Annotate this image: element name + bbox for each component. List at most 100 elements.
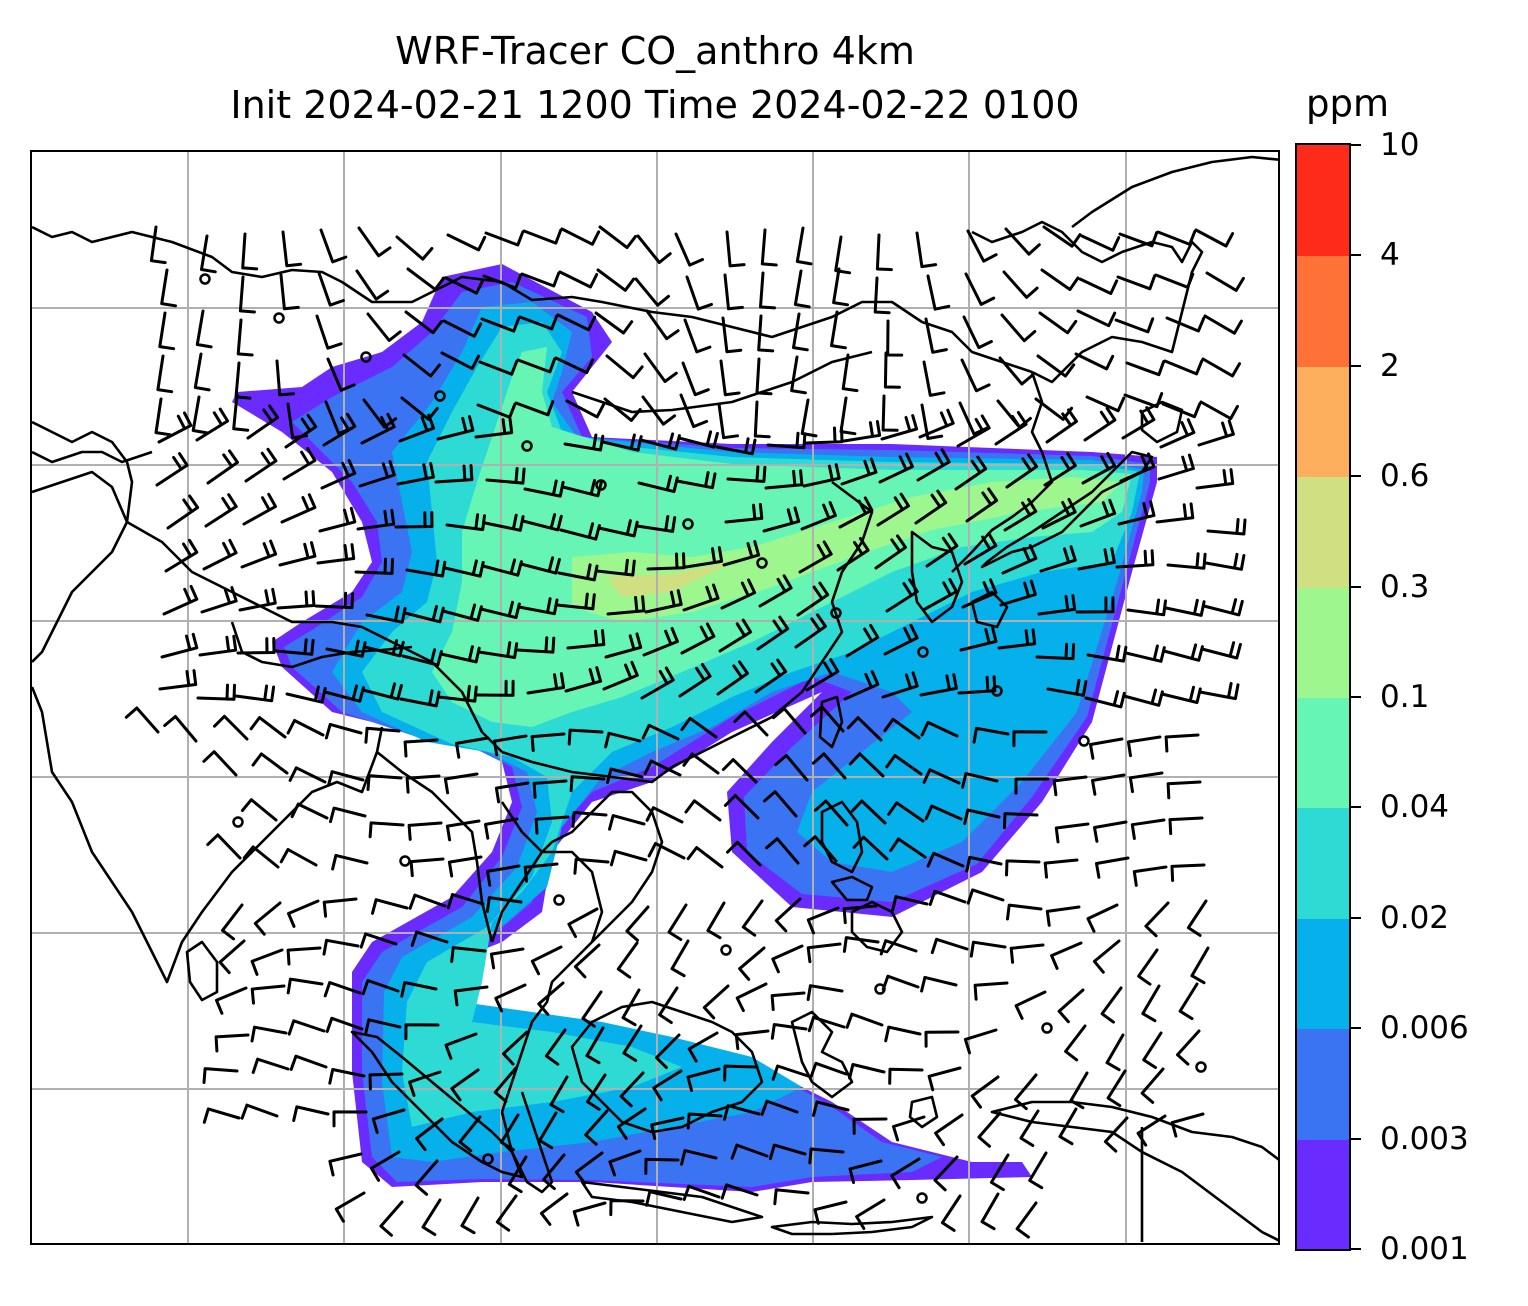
wind-barb (1100, 986, 1123, 1024)
wind-barb (800, 501, 837, 531)
wind-barb (286, 719, 325, 737)
coast-japan-honshu (980, 450, 1154, 569)
wind-barb (560, 227, 601, 246)
wind-barb (1164, 598, 1206, 617)
wind-barb (918, 408, 955, 439)
wind-barb (1163, 359, 1204, 376)
border-china-korea (951, 371, 1054, 573)
wind-barb (364, 726, 401, 744)
coast-philippines-mindanao (850, 900, 904, 954)
wind-barb (566, 629, 606, 650)
wind-barb (754, 658, 788, 694)
wind-barb (206, 833, 242, 860)
wind-barb (238, 587, 277, 612)
wind-barb (1085, 395, 1126, 413)
wind-barb (1003, 497, 1038, 532)
wind-barb (647, 842, 686, 860)
wind-barb (1081, 451, 1117, 485)
wind-barb (706, 901, 726, 940)
wind-barb (1015, 1201, 1038, 1239)
wind-barb (567, 728, 604, 746)
wind-barb (726, 465, 767, 483)
wind-barb (1035, 642, 1076, 661)
wind-barb (608, 814, 646, 831)
wind-barb (358, 460, 396, 488)
wind-barb (191, 395, 209, 435)
wind-barb (281, 230, 303, 268)
wind-barb (621, 988, 641, 1027)
wind-barb (961, 772, 999, 789)
colorbar-segment-3 (1297, 807, 1349, 919)
wind-barb (790, 355, 807, 395)
wind-barb (542, 1153, 566, 1191)
wind-barb (368, 821, 405, 839)
wind-barb (642, 627, 679, 657)
wind-barb (892, 1115, 926, 1142)
wind-barb (250, 948, 284, 976)
wind-barb (836, 537, 870, 572)
wind-barb (544, 1028, 567, 1066)
wind-barb (198, 634, 238, 657)
wind-barb (320, 459, 357, 490)
wind-barb (925, 532, 959, 568)
wind-barb (361, 682, 403, 701)
wind-barb (928, 889, 967, 906)
wind-barb (1089, 737, 1124, 760)
coast-korea (910, 530, 964, 624)
wind-barb (242, 845, 280, 869)
wind-barb (667, 903, 688, 941)
wind-barb (124, 706, 160, 734)
wind-barb (726, 840, 762, 867)
wind-barb (204, 493, 238, 528)
wind-barb (1155, 502, 1195, 524)
wind-barb (1052, 775, 1088, 797)
wind-barb (741, 899, 764, 937)
wind-barb (1086, 644, 1128, 663)
wind-barb (327, 770, 365, 787)
wind-barb (734, 1029, 770, 1051)
wind-barb (846, 716, 883, 742)
coast-russia-far-east (1071, 155, 1278, 229)
wind-barb (514, 400, 555, 417)
wind-barb (963, 1028, 998, 1055)
wind-barb (232, 393, 250, 432)
wind-barb (434, 464, 474, 484)
wind-barb (616, 941, 639, 979)
wind-barb (683, 318, 712, 354)
wind-barb (1156, 229, 1197, 246)
colorbar-segment-6 (1297, 476, 1349, 588)
wind-barb (1046, 678, 1088, 697)
wind-barb (972, 726, 1010, 744)
wind-barb (1106, 1069, 1127, 1108)
wind-barb (1136, 1114, 1167, 1147)
wind-barb (1202, 598, 1244, 617)
coast-bay-bengal (376, 750, 494, 943)
wind-barb (962, 315, 993, 350)
colorbar-tick (1351, 364, 1361, 367)
wind-barb (396, 462, 435, 486)
wind-barb (850, 799, 887, 825)
wind-barb (965, 487, 999, 523)
wind-barb (848, 1159, 883, 1184)
wind-barb (930, 937, 969, 955)
wind-barb (482, 273, 523, 290)
colorbar-tick-label: 0.003 (1380, 1120, 1469, 1157)
wind-barb (534, 815, 570, 835)
wind-barb (357, 226, 392, 258)
wind-barb (645, 309, 680, 341)
wind-barb (571, 811, 608, 828)
wind-barb (538, 1111, 558, 1150)
wind-barb (677, 430, 719, 449)
colorbar-segment-9 (1297, 145, 1349, 257)
border-mongolia (431, 275, 1033, 374)
wind-barb (158, 669, 198, 691)
map-title-line1: WRF-Tracer CO_anthro 4km (395, 29, 915, 73)
coast-sumatra (350, 1030, 524, 1179)
wind-barb (881, 974, 920, 991)
wind-barb (1121, 406, 1156, 440)
wind-barb (371, 1108, 406, 1134)
wind-barb (475, 679, 515, 697)
wind-barb (1078, 277, 1119, 295)
wind-barb (364, 1018, 402, 1035)
wind-barb (804, 426, 844, 445)
